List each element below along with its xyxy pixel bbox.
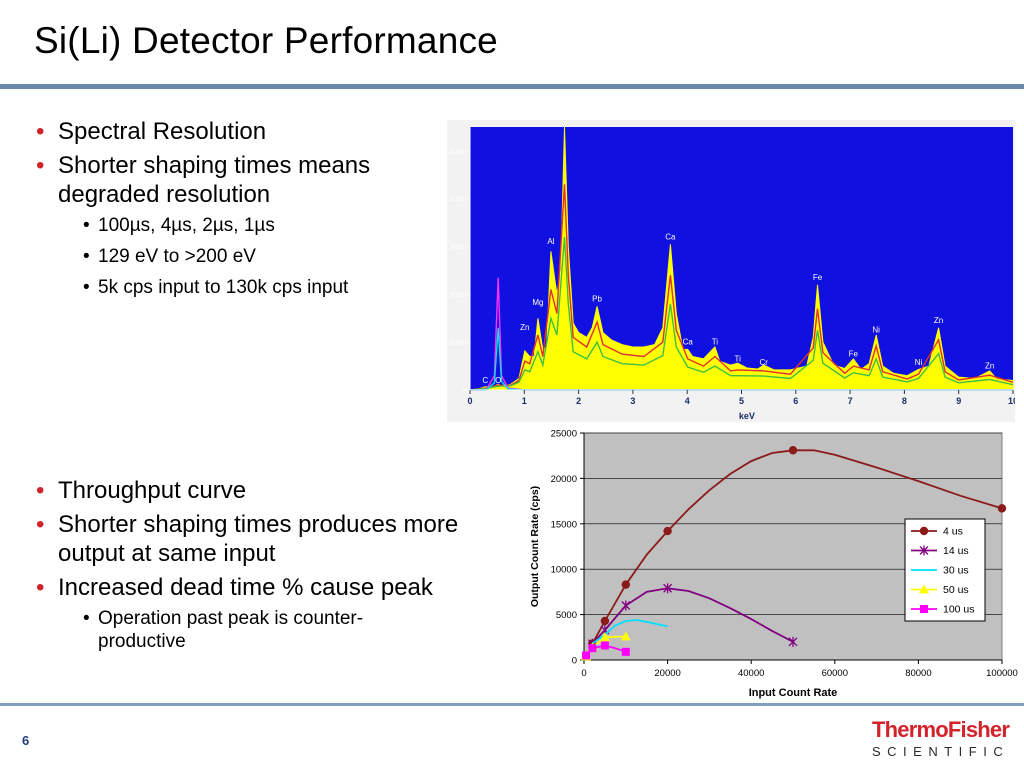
peak-label: Mg	[532, 298, 543, 307]
bullet-throughput-curve: Throughput curve	[36, 476, 478, 505]
spectrum-y-tick-label: 1000	[449, 338, 466, 347]
throughput-point	[997, 504, 1007, 513]
spectrum-x-tick-label: 2	[576, 396, 581, 406]
bullet-list-resolution: Spectral Resolution Shorter shaping time…	[36, 117, 438, 307]
spectrum-x-tick-label: 7	[848, 396, 853, 406]
peak-label: Fe	[813, 273, 823, 282]
throughput-x-tick-label: 100000	[986, 668, 1018, 679]
throughput-x-tick-label: 20000	[654, 668, 680, 679]
spectrum-x-tick-label: 3	[630, 396, 635, 406]
throughput-point	[599, 632, 610, 642]
sub-bullet-past-peak: Operation past peak is counter-productiv…	[36, 607, 448, 653]
throughput-y-tick-label: 25000	[551, 429, 577, 440]
legend-swatch-marker	[919, 526, 929, 536]
spectrum-x-tick-label: 6	[793, 396, 798, 406]
throughput-series-line-0	[591, 449, 1003, 645]
throughput-point	[788, 636, 798, 647]
throughput-chart: 0 5000 10000 15000 20000 25000 0 20000 40000 6000…	[529, 429, 1018, 700]
title-divider	[0, 84, 1024, 89]
sub-bullet-input-range: 5k cps input to 130k cps input	[36, 276, 438, 299]
legend-entry: 30 us	[943, 565, 969, 577]
spectrum-y-tick-label: 0	[462, 386, 466, 395]
peak-label: Ca	[683, 338, 694, 347]
peak-label: O	[495, 376, 501, 385]
throughput-x-tick-label: 0	[581, 668, 586, 679]
throughput-x-tick-label: 80000	[905, 668, 931, 679]
spectrum-y-tick-label: 4000	[449, 195, 466, 204]
legend-entry: 50 us	[943, 584, 969, 596]
legend-entry: 100 us	[943, 604, 975, 616]
bullet-spectral-resolution: Spectral Resolution	[36, 117, 438, 146]
spectrum-series-2	[469, 236, 1014, 391]
throughput-y-tick-label: 10000	[551, 565, 577, 576]
spectrum-x-tick-label: 0	[467, 396, 472, 406]
peak-label: Fe	[849, 350, 859, 359]
bullet-shaping-resolution: Shorter shaping times means degraded res…	[36, 151, 438, 209]
peak-label: Zn	[520, 323, 529, 332]
legend-swatch-marker	[919, 584, 929, 594]
spectrum-y-tick-label: 5000	[449, 147, 466, 156]
page-number: 6	[22, 733, 30, 748]
spectrum-x-axis-label: keV	[739, 411, 755, 421]
throughput-point	[582, 651, 591, 660]
sub-bullet-shaping-times: 100µs, 4µs, 2µs, 1µs	[36, 214, 438, 237]
spectrum-x-tick-label: 1	[522, 396, 527, 406]
spectrum-x-tick-label: 8	[902, 396, 907, 406]
slide-title: Si(Li) Detector Performance	[34, 20, 498, 61]
spectrum-series-1	[469, 184, 1014, 391]
bullet-shaping-output: Shorter shaping times produces more outp…	[36, 510, 478, 568]
throughput-point	[620, 631, 631, 641]
peak-label: Zn	[985, 361, 994, 370]
spectrum-x-tick-label: 5	[739, 396, 744, 406]
spectrum-x-tick-label: 9	[956, 396, 961, 406]
throughput-point	[621, 647, 630, 656]
throughput-point	[588, 644, 597, 653]
legend-swatch-marker	[920, 605, 928, 613]
bullet-dead-time: Increased dead time % cause peak	[36, 573, 478, 602]
legend-entry: 14 us	[943, 545, 969, 557]
throughput-point	[600, 616, 610, 626]
legend-entry: 4 us	[943, 526, 963, 538]
peak-label: Cr	[760, 358, 769, 367]
throughput-point	[621, 600, 631, 611]
sub-bullet-resolution-range: 129 eV to >200 eV	[36, 245, 438, 268]
peak-label: Zn	[934, 316, 943, 325]
throughput-series-line-1	[591, 587, 794, 645]
throughput-y-tick-label: 20000	[551, 474, 577, 485]
logo-wordmark: ThermoFisher	[872, 717, 1010, 742]
bullet-list-throughput: Throughput curve Shorter shaping times p…	[36, 476, 478, 661]
throughput-point	[600, 641, 609, 650]
thermo-fisher-logo: ThermoFisher SCIENTIFIC	[872, 718, 1012, 761]
peak-label: Pb	[592, 295, 602, 304]
legend-swatch-marker	[919, 545, 929, 556]
throughput-y-tick-label: 0	[572, 656, 577, 667]
throughput-y-tick-label: 15000	[551, 519, 577, 530]
peak-label: C	[482, 376, 488, 385]
peak-label: Ca	[665, 232, 676, 241]
peak-label: Ti	[712, 338, 719, 347]
peak-label: Ni	[915, 358, 923, 367]
throughput-point	[621, 580, 630, 589]
throughput-x-tick-label: 60000	[822, 668, 848, 679]
throughput-y-tick-label: 5000	[556, 610, 577, 621]
throughput-point	[663, 526, 672, 536]
throughput-x-tick-label: 40000	[738, 668, 764, 679]
peak-label: Ti	[735, 354, 742, 363]
spectrum-x-tick-label: 10	[1008, 396, 1015, 406]
throughput-y-axis-label: Output Count Rate (cps)	[529, 486, 541, 607]
peak-label: Ni	[872, 326, 880, 335]
footer-divider	[0, 703, 1024, 706]
throughput-point	[788, 446, 798, 455]
spectrum-y-tick-label: 3000	[449, 243, 466, 252]
logo-subtitle: SCIENTIFIC	[872, 744, 1010, 759]
throughput-point	[663, 583, 673, 594]
peak-label: Al	[547, 237, 554, 246]
spectrum-chart: 0 1 2 3 4 5 6 7 8 9 10 0 1000 2000 3000 4000 5000 keV CO Zn…	[447, 120, 1015, 422]
throughput-x-axis-label: Input Count Rate	[749, 687, 838, 699]
spectrum-y-tick-label: 2000	[449, 290, 466, 299]
spectrum-x-tick-label: 4	[685, 396, 690, 406]
